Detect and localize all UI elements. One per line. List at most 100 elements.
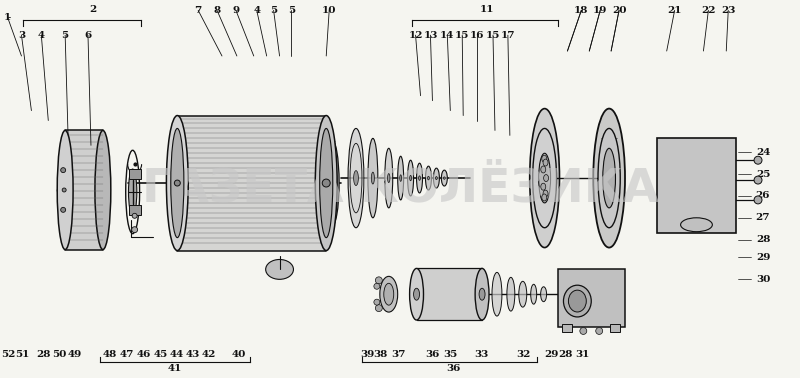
- Ellipse shape: [129, 169, 137, 215]
- Ellipse shape: [435, 177, 438, 180]
- Bar: [558, 270, 625, 327]
- Ellipse shape: [375, 277, 382, 284]
- Bar: [129, 169, 141, 179]
- Text: 10: 10: [322, 6, 337, 15]
- Text: 37: 37: [391, 350, 406, 359]
- Text: 4: 4: [253, 6, 260, 15]
- Bar: [178, 116, 326, 251]
- Ellipse shape: [414, 288, 419, 300]
- Text: 51: 51: [15, 350, 30, 359]
- Ellipse shape: [563, 285, 591, 317]
- Text: 14: 14: [440, 31, 454, 40]
- Text: 52: 52: [2, 350, 16, 359]
- Ellipse shape: [170, 129, 184, 238]
- Text: ГАЗЕТА КОЛЁЗИКА: ГАЗЕТА КОЛЁЗИКА: [142, 166, 659, 212]
- Ellipse shape: [427, 176, 430, 180]
- Text: 11: 11: [480, 5, 494, 14]
- Ellipse shape: [320, 129, 333, 238]
- Text: 30: 30: [756, 275, 770, 284]
- Text: 44: 44: [170, 350, 183, 359]
- Text: 43: 43: [186, 350, 200, 359]
- Ellipse shape: [580, 327, 586, 335]
- Ellipse shape: [754, 156, 762, 164]
- Ellipse shape: [400, 175, 402, 181]
- Text: 29: 29: [756, 253, 770, 262]
- Text: 32: 32: [517, 350, 531, 359]
- Text: 28: 28: [558, 350, 573, 359]
- Ellipse shape: [541, 287, 546, 302]
- Ellipse shape: [374, 283, 380, 289]
- Text: 25: 25: [756, 170, 770, 179]
- Bar: [558, 270, 625, 327]
- Ellipse shape: [354, 170, 358, 186]
- Text: 45: 45: [154, 350, 167, 359]
- Ellipse shape: [323, 138, 339, 228]
- Text: 26: 26: [756, 191, 770, 200]
- Ellipse shape: [442, 170, 447, 186]
- Bar: [129, 205, 141, 215]
- Text: 27: 27: [756, 213, 770, 222]
- Text: 40: 40: [232, 350, 246, 359]
- Ellipse shape: [518, 281, 526, 307]
- Text: 28: 28: [756, 235, 770, 244]
- Text: 5: 5: [62, 31, 69, 40]
- Text: 7: 7: [194, 6, 202, 15]
- Text: 15: 15: [486, 31, 500, 40]
- Bar: [657, 138, 736, 233]
- Ellipse shape: [543, 159, 548, 166]
- Text: 2: 2: [90, 5, 97, 14]
- Text: 41: 41: [167, 364, 182, 373]
- Text: 3: 3: [18, 31, 25, 40]
- Ellipse shape: [398, 156, 404, 200]
- Ellipse shape: [417, 163, 422, 193]
- Ellipse shape: [315, 116, 337, 251]
- Text: 17: 17: [501, 31, 515, 40]
- Ellipse shape: [434, 168, 439, 188]
- Text: 50: 50: [52, 350, 66, 359]
- Ellipse shape: [371, 172, 374, 184]
- Ellipse shape: [754, 176, 762, 184]
- Ellipse shape: [166, 116, 188, 251]
- Text: ГАЗЕТА КОЛЁЗИКА: ГАЗЕТА КОЛЁЗИКА: [142, 166, 659, 212]
- Bar: [65, 130, 103, 249]
- Ellipse shape: [542, 194, 546, 201]
- Ellipse shape: [418, 176, 421, 180]
- Text: 1: 1: [4, 13, 11, 22]
- Ellipse shape: [479, 288, 485, 300]
- Text: 9: 9: [232, 6, 239, 15]
- Text: 15: 15: [455, 31, 470, 40]
- Bar: [562, 324, 572, 332]
- Ellipse shape: [62, 188, 66, 192]
- Ellipse shape: [507, 277, 515, 311]
- Bar: [610, 324, 620, 332]
- Ellipse shape: [542, 155, 546, 162]
- Bar: [417, 268, 482, 320]
- Ellipse shape: [598, 129, 620, 228]
- Ellipse shape: [569, 290, 586, 312]
- Text: 12: 12: [408, 31, 423, 40]
- Ellipse shape: [58, 130, 73, 249]
- Text: 36: 36: [446, 364, 461, 373]
- Text: 48: 48: [102, 350, 117, 359]
- Ellipse shape: [385, 148, 393, 208]
- Text: 29: 29: [544, 350, 558, 359]
- Ellipse shape: [174, 180, 180, 186]
- Text: 6: 6: [84, 31, 92, 40]
- Ellipse shape: [602, 148, 615, 208]
- Text: 20: 20: [612, 6, 626, 15]
- Text: 8: 8: [214, 6, 221, 15]
- Text: 24: 24: [756, 148, 770, 157]
- Text: 16: 16: [470, 31, 484, 40]
- Text: 13: 13: [423, 31, 438, 40]
- Text: 23: 23: [721, 6, 735, 15]
- Ellipse shape: [594, 108, 625, 248]
- Ellipse shape: [380, 276, 398, 312]
- Ellipse shape: [132, 213, 137, 218]
- Ellipse shape: [266, 259, 294, 279]
- Ellipse shape: [132, 227, 138, 233]
- Ellipse shape: [681, 218, 712, 232]
- Ellipse shape: [348, 129, 364, 228]
- Text: 28: 28: [36, 350, 50, 359]
- Text: 19: 19: [593, 6, 607, 15]
- Ellipse shape: [538, 153, 550, 203]
